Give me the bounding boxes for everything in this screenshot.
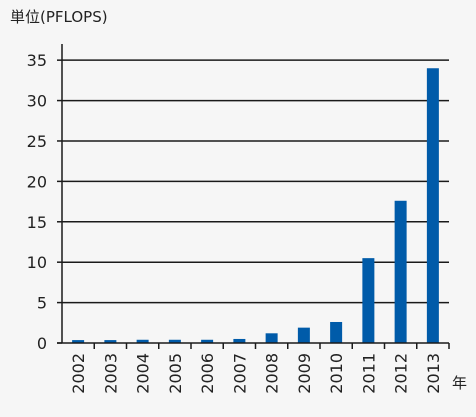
bar-2007 xyxy=(233,338,246,343)
bar-2012 xyxy=(394,200,407,343)
x-tick-label: 2002 xyxy=(69,353,88,394)
bars xyxy=(72,68,439,344)
y-tick-label: 25 xyxy=(27,132,47,151)
x-tick-label: 2009 xyxy=(295,353,314,394)
bar-2008 xyxy=(265,333,278,343)
bar-2003 xyxy=(104,340,117,343)
x-tick-label: 2012 xyxy=(392,353,411,394)
gridlines xyxy=(62,59,449,304)
x-tick-label: 2013 xyxy=(424,353,443,394)
y-tick-label: 15 xyxy=(27,213,47,232)
x-tick-label: 2004 xyxy=(134,353,153,394)
y-tick-label: 35 xyxy=(27,51,47,70)
y-tick-label: 20 xyxy=(27,172,47,191)
bar-2013 xyxy=(426,68,439,344)
tick-labels: 0 5 10 15 20 25 30 35 2002 2003 2004 2005 2006 2007 20… xyxy=(27,51,443,394)
x-tick-label: 2005 xyxy=(166,353,185,394)
bar-2005 xyxy=(168,339,181,343)
bar-2002 xyxy=(72,340,85,343)
unit-label: 単位(PFLOPS) xyxy=(10,8,108,26)
x-axis-label: 年 xyxy=(452,374,467,392)
x-tick-label: 2006 xyxy=(198,353,217,394)
bar-2009 xyxy=(297,327,310,343)
bar-2011 xyxy=(362,258,375,343)
bar-2004 xyxy=(136,339,149,343)
y-tick-label: 30 xyxy=(27,92,47,111)
x-tick-label: 2010 xyxy=(327,353,346,394)
x-tick-label: 2011 xyxy=(359,353,378,394)
y-tick-label: 5 xyxy=(37,294,47,313)
axes xyxy=(57,44,450,349)
x-tick-label: 2008 xyxy=(263,353,282,394)
y-tick-label: 10 xyxy=(27,253,47,272)
x-tick-label: 2003 xyxy=(101,353,120,394)
y-tick-label: 0 xyxy=(37,334,47,353)
x-tick-label: 2007 xyxy=(230,353,249,394)
bar-2006 xyxy=(201,339,214,343)
bar-2010 xyxy=(330,321,343,343)
